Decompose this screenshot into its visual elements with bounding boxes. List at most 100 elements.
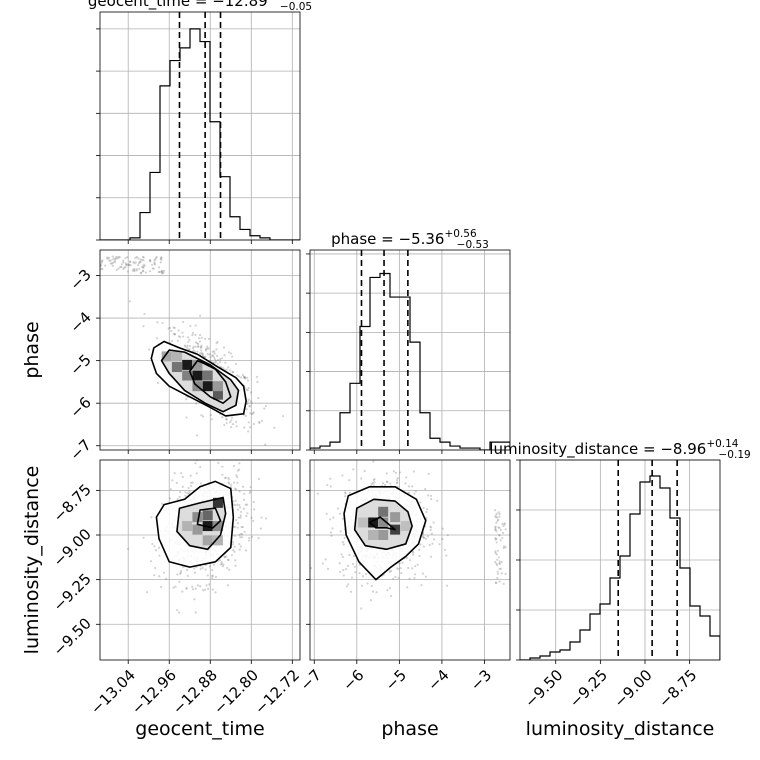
scatter-point bbox=[112, 261, 115, 264]
scatter-point bbox=[160, 258, 163, 261]
scatter-point bbox=[436, 499, 439, 502]
scatter-point bbox=[494, 550, 497, 553]
scatter-point bbox=[316, 492, 319, 495]
scatter-point bbox=[111, 264, 114, 267]
scatter-point bbox=[386, 480, 389, 483]
scatter-point bbox=[399, 567, 402, 570]
scatter-point bbox=[148, 259, 151, 262]
scatter-point bbox=[176, 498, 179, 501]
scatter-point bbox=[425, 511, 428, 514]
scatter-point bbox=[394, 575, 397, 579]
scatter-point bbox=[338, 562, 341, 565]
scatter-point bbox=[504, 572, 507, 575]
scatter-point bbox=[342, 543, 345, 546]
scatter-point bbox=[427, 494, 430, 497]
scatter-point bbox=[100, 267, 103, 270]
scatter-point bbox=[160, 270, 164, 273]
scatter-point bbox=[196, 342, 200, 346]
scatter-point bbox=[238, 490, 241, 493]
scatter-point bbox=[503, 522, 506, 525]
scatter-point bbox=[193, 567, 196, 570]
hist-panel-luminosity_distance: −9.50 −9.25 −9.00 −8.75 luminosity_distance … bbox=[489, 438, 750, 711]
scatter-point bbox=[419, 501, 422, 504]
scatter-point bbox=[122, 259, 125, 262]
scatter-point bbox=[186, 346, 189, 349]
scatter-point bbox=[499, 539, 502, 542]
scatter-point bbox=[249, 400, 253, 403]
phase-tick-label: −6 bbox=[339, 666, 367, 694]
scatter-point bbox=[324, 558, 327, 561]
scatter-point bbox=[263, 407, 266, 410]
scatter-point bbox=[388, 586, 391, 590]
scatter-point bbox=[124, 266, 127, 269]
scatter-point bbox=[400, 571, 403, 575]
scatter-point bbox=[182, 320, 185, 324]
scatter-point bbox=[246, 379, 250, 382]
scatter-point bbox=[136, 263, 140, 267]
scatter-point bbox=[396, 478, 399, 482]
scatter-point bbox=[160, 270, 163, 273]
scatter-point bbox=[332, 516, 335, 519]
scatter-point bbox=[363, 470, 366, 473]
scatter-point bbox=[158, 270, 161, 274]
scatter-point bbox=[199, 567, 202, 571]
scatter-point bbox=[236, 522, 240, 525]
scatter-point bbox=[138, 267, 141, 270]
density-cell bbox=[367, 517, 378, 528]
scatter-point bbox=[348, 491, 351, 494]
luminosity_distance-tick-label: −9.00 bbox=[611, 666, 656, 711]
scatter-point bbox=[204, 348, 208, 351]
scatter-point bbox=[206, 587, 210, 590]
scatter-point bbox=[429, 526, 433, 529]
scatter-point bbox=[252, 508, 256, 511]
scatter-point bbox=[223, 555, 227, 559]
scatter-point bbox=[198, 333, 202, 337]
scatter-point bbox=[180, 472, 183, 475]
geocent_time-tick-label: −13.04 bbox=[87, 666, 139, 718]
scatter-point bbox=[501, 531, 505, 535]
scatter-point bbox=[344, 495, 347, 498]
scatter-point bbox=[428, 543, 431, 547]
scatter-point bbox=[153, 545, 156, 548]
scatter-point bbox=[174, 585, 177, 588]
scatter-point bbox=[186, 344, 189, 347]
scatter-point bbox=[133, 270, 136, 273]
scatter-point bbox=[179, 570, 183, 573]
scatter-point bbox=[430, 532, 433, 535]
scatter-point bbox=[191, 334, 194, 337]
histogram-luminosity_distance bbox=[520, 460, 720, 660]
scatter-point bbox=[236, 508, 240, 511]
scatter-point bbox=[133, 262, 136, 265]
scatter-point bbox=[233, 550, 236, 553]
scatter-point bbox=[386, 481, 389, 484]
scatter-point bbox=[187, 492, 190, 495]
scatter-point bbox=[235, 474, 238, 477]
scatter-point bbox=[365, 572, 368, 576]
scatter-point bbox=[177, 611, 181, 614]
scatter-point bbox=[342, 574, 345, 577]
scatter-point bbox=[187, 486, 190, 490]
scatter-point bbox=[396, 481, 399, 484]
scatter-point bbox=[171, 339, 174, 343]
scatter-point bbox=[226, 584, 229, 587]
y-axis-label-luminosity_distance: luminosity_distance bbox=[21, 466, 43, 655]
scatter-point bbox=[233, 503, 237, 507]
scatter-point bbox=[206, 574, 209, 577]
phase-tick-label: −3 bbox=[66, 266, 94, 294]
scatter-point bbox=[187, 336, 190, 339]
scatter-point bbox=[199, 314, 202, 317]
scatter-point bbox=[160, 585, 163, 589]
scatter-point bbox=[138, 262, 141, 265]
scatter-point bbox=[497, 511, 500, 514]
scatter-point bbox=[211, 350, 214, 353]
scatter-point bbox=[383, 483, 387, 487]
scatter-point bbox=[100, 261, 103, 264]
scatter-point bbox=[145, 590, 149, 594]
scatter-point bbox=[390, 569, 393, 573]
scatter-point bbox=[425, 516, 428, 519]
scatter-point bbox=[232, 464, 236, 468]
scatter-point bbox=[427, 472, 430, 476]
scatter-point bbox=[231, 543, 234, 546]
scatter-point bbox=[347, 564, 350, 567]
scatter-point bbox=[227, 558, 230, 562]
